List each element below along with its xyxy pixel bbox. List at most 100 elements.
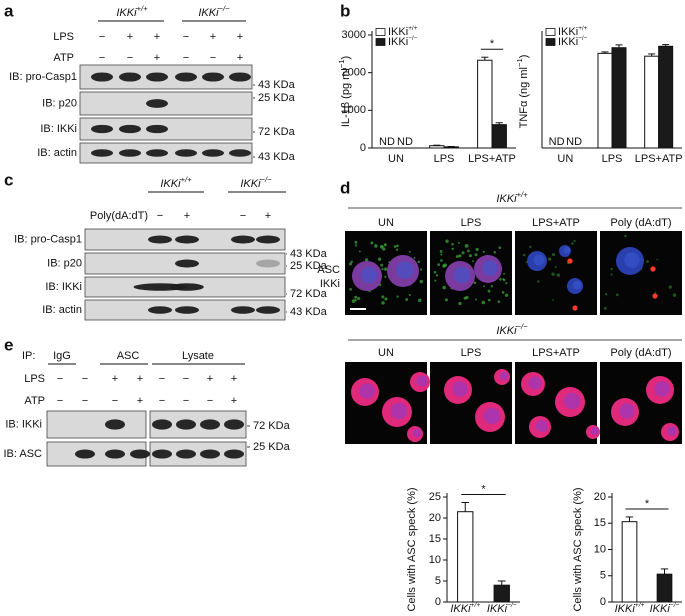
- y-tick-label: 0: [360, 142, 366, 154]
- genotype-header: IKKi−/−: [240, 175, 272, 190]
- ikki-stain: [374, 244, 378, 248]
- blot-band: [231, 235, 255, 244]
- treatment-sign: +: [231, 395, 237, 407]
- ip-group: ASC: [117, 350, 140, 362]
- genotype-header-sup: +/+: [137, 4, 149, 13]
- ikki-stain: [610, 267, 613, 271]
- ikki-stain: [381, 295, 385, 299]
- genotype-header-sup: −/−: [219, 4, 231, 13]
- condition-label: UN: [378, 217, 394, 229]
- ikki-stain: [381, 267, 384, 271]
- ikki-stain: [463, 296, 467, 300]
- significance-mark: *: [645, 498, 650, 510]
- ikki-stain: [487, 289, 491, 293]
- y-axis-title-tail: ): [340, 56, 352, 60]
- ikki-stain: [646, 260, 649, 263]
- treatment-sign: +: [184, 210, 190, 222]
- blot-band: [170, 283, 204, 291]
- blot-band: [119, 149, 141, 157]
- y-axis-title-text: TNFα (ng ml: [518, 67, 530, 128]
- y-tick-label: 10: [594, 543, 606, 555]
- y-tick-label: 10: [429, 554, 441, 566]
- condition-label: LPS: [461, 347, 482, 359]
- ikki-stain: [440, 253, 443, 256]
- ikki-stain: [493, 251, 497, 254]
- ikki-stain: [383, 267, 388, 271]
- treatment-sign: −: [57, 373, 63, 385]
- blot-band: [91, 149, 113, 157]
- ikki-stain: [537, 280, 540, 283]
- genotype-header: IKKi+/+: [160, 175, 192, 190]
- y-axis-title: IL-1β (pg ml−1): [337, 56, 352, 127]
- ikki-stain: [499, 278, 502, 281]
- not-detected: ND: [566, 136, 582, 148]
- size-marker: 43 KDa: [290, 248, 328, 260]
- x-tick-label: UN: [557, 153, 573, 165]
- micrograph: [515, 231, 597, 315]
- blot-label: IB: IKKi: [40, 123, 77, 135]
- x-tick-label: UN: [388, 153, 404, 165]
- panel-letter: b: [340, 1, 350, 20]
- y-tick-label: 3000: [342, 29, 366, 41]
- blot-band: [176, 419, 196, 430]
- treatment-sign: +: [237, 31, 243, 43]
- blot-band: [152, 449, 172, 459]
- treatment-label: ATP: [24, 395, 45, 407]
- x-tick-label-sup: +/+: [471, 602, 481, 609]
- size-marker: 43 KDa: [258, 79, 296, 91]
- blot-band: [224, 449, 244, 459]
- y-axis-title: Cells with ASC speck (%): [572, 487, 584, 611]
- blot-label: IB: IKKi: [45, 281, 82, 293]
- ikki-stain: [349, 288, 352, 291]
- ikki-stain: [354, 299, 357, 302]
- ikki-stain: [439, 250, 443, 253]
- blot-band: [200, 449, 220, 459]
- ikki-stain: [408, 293, 411, 297]
- blot-band: [91, 124, 113, 134]
- size-marker: 25 KDa: [253, 441, 291, 453]
- ikki-stain: [529, 245, 532, 249]
- bar: [491, 124, 507, 149]
- not-detected: ND: [549, 136, 565, 148]
- asc-speck: [567, 258, 573, 264]
- ikki-stain: [610, 273, 613, 276]
- y-tick-label: 20: [429, 512, 441, 524]
- genotype-header: IKKi+/+: [116, 4, 148, 19]
- ikki-stain: [548, 257, 552, 261]
- legend-swatch: [375, 38, 386, 46]
- bar: [429, 145, 445, 149]
- genotype-header-base: IKKi: [116, 7, 137, 19]
- ikki-stain: [498, 246, 502, 250]
- y-tick-label: 15: [594, 517, 606, 529]
- treatment-sign: −: [207, 395, 213, 407]
- x-tick-label: IKKi+/+: [450, 602, 480, 615]
- y-axis-title-text: IL-1β (pg ml: [340, 68, 352, 127]
- bar: [597, 52, 613, 149]
- treatment-sign: −: [159, 373, 165, 385]
- ikki-stain: [522, 253, 526, 257]
- treatment-sign: +: [237, 52, 243, 64]
- treatment-label: LPS: [24, 373, 45, 385]
- bar: [457, 511, 474, 603]
- ikki-stain: [668, 285, 672, 289]
- nucleus-core: [654, 381, 670, 397]
- ikki-stain: [505, 282, 508, 285]
- x-tick-label-sup: +/+: [635, 602, 645, 609]
- ikki-stain: [571, 242, 574, 245]
- significance-mark: *: [481, 483, 486, 495]
- blot-band: [202, 72, 224, 82]
- treatment-sign: −: [183, 395, 189, 407]
- group-header-sup: +/+: [517, 190, 529, 199]
- panel-letter: a: [4, 1, 14, 20]
- blot-band: [146, 72, 168, 82]
- bar: [621, 521, 638, 603]
- y-axis-title: Cells with ASC speck (%): [406, 487, 418, 611]
- ikki-stain: [482, 250, 485, 253]
- nucleus-core: [591, 427, 599, 435]
- ikki-stain: [472, 260, 474, 263]
- treatment-sign: −: [159, 395, 165, 407]
- nucleus-core: [396, 261, 414, 279]
- treatment-sign: −: [99, 31, 105, 43]
- ikki-stain: [481, 300, 486, 305]
- ikki-stain: [464, 243, 469, 248]
